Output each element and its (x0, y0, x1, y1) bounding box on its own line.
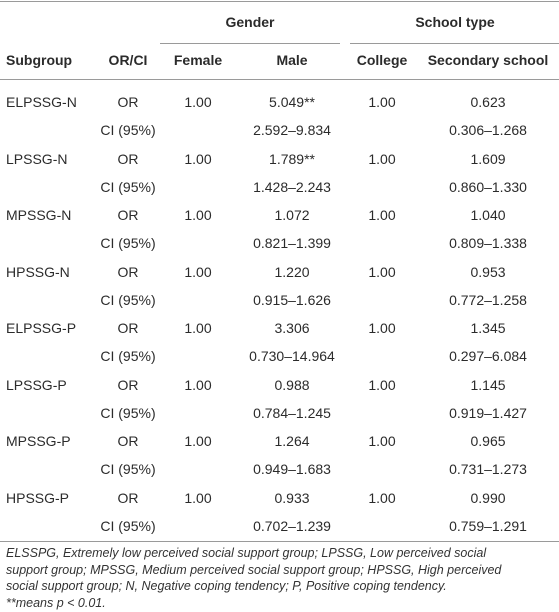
cell: 0.860–1.330 (449, 178, 527, 195)
cell: OR (117, 94, 139, 110)
cell: 0.702–1.239 (253, 517, 331, 534)
column-header: Subgroup (6, 52, 73, 68)
cell: 0.933 (274, 489, 310, 506)
column-header: College (356, 52, 408, 68)
cell: 1.00 (368, 207, 396, 223)
cell: 1.789** (269, 150, 315, 167)
cell: 2.592–9.834 (253, 122, 331, 139)
cell: CI (95%) (100, 461, 156, 478)
cell: 0.990 (470, 489, 506, 506)
cell: 1.00 (368, 433, 396, 449)
cell: 0.809–1.338 (449, 235, 527, 252)
rule (0, 541, 559, 542)
cell: CI (95%) (100, 235, 156, 252)
subgroup: LPSSG-N (6, 150, 68, 167)
footnote: **means p < 0.01. (6, 595, 106, 610)
group-header: School type (415, 14, 495, 30)
rule (0, 1, 559, 2)
cell: OR (117, 207, 139, 223)
cell: 0.306–1.268 (449, 122, 527, 139)
cell: CI (95%) (100, 122, 156, 139)
cell: OR (117, 150, 139, 167)
cell: OR (117, 376, 139, 393)
cell: 0.953 (470, 263, 506, 280)
cell: OR (117, 489, 139, 506)
cell: OR (117, 433, 139, 449)
cell: 1.00 (368, 150, 396, 167)
cell: 0.919–1.427 (449, 404, 527, 421)
cell: 0.784–1.245 (253, 404, 331, 421)
footnote: ELSSPG, Extremely low perceived social s… (6, 546, 487, 560)
cell: CI (95%) (100, 348, 156, 365)
column-header: Female (173, 52, 223, 68)
cell: 1.00 (368, 263, 396, 280)
cell: 1.00 (184, 433, 212, 449)
cell: CI (95%) (100, 178, 156, 195)
cell: 0.731–1.273 (449, 461, 527, 478)
cell: CI (95%) (100, 404, 156, 421)
cell: 0.297–6.084 (449, 348, 527, 365)
footnote: social support group; N, Negative coping… (6, 579, 447, 593)
cell: 1.609 (470, 150, 506, 167)
cell: 0.965 (470, 433, 506, 449)
cell: OR (117, 320, 139, 336)
subgroup: HPSSG-N (6, 263, 70, 280)
footnote: support group; MPSSG, Medium perceived s… (6, 562, 502, 577)
cell: 0.821–1.399 (253, 235, 331, 252)
cell: 0.623 (470, 94, 506, 110)
cell: 1.00 (184, 489, 212, 506)
rule (160, 43, 340, 44)
cell: 3.306 (274, 320, 310, 336)
cell: 1.00 (184, 376, 212, 393)
cell: 1.00 (368, 94, 396, 110)
column-header: Secondary school (427, 52, 549, 68)
cell: 1.00 (184, 263, 212, 280)
cell: 1.428–2.243 (253, 178, 331, 195)
subgroup: ELPSSG-N (6, 94, 77, 110)
rule (350, 43, 559, 44)
cell: 1.00 (184, 94, 212, 110)
cell: 1.00 (184, 207, 212, 223)
cell: 1.220 (274, 263, 310, 280)
cell: 1.072 (274, 207, 310, 223)
cell: 0.730–14.964 (249, 348, 335, 365)
rule (0, 79, 559, 80)
cell: 0.949–1.683 (253, 461, 331, 478)
cell: 1.00 (184, 150, 212, 167)
cell: 1.00 (184, 320, 212, 336)
subgroup: MPSSG-P (6, 433, 71, 449)
cell: 1.145 (470, 376, 506, 393)
group-header: Gender (225, 14, 275, 30)
cell: 1.00 (368, 376, 396, 393)
column-header: Male (276, 52, 308, 68)
cell: 1.00 (368, 489, 396, 506)
cell: 1.264 (274, 433, 310, 449)
cell: 5.049** (269, 94, 315, 110)
cell: 0.759–1.291 (449, 517, 527, 534)
cell: CI (95%) (100, 517, 156, 534)
subgroup: HPSSG-P (6, 489, 70, 506)
cell: CI (95%) (100, 291, 156, 308)
cell: 0.915–1.626 (253, 291, 331, 308)
subgroup: MPSSG-N (6, 207, 72, 223)
subgroup: LPSSG-P (6, 376, 67, 393)
cell: OR (117, 263, 139, 280)
subgroup: ELPSSG-P (6, 320, 77, 336)
cell: 1.345 (470, 320, 506, 336)
cell: 1.040 (470, 207, 506, 223)
cell: 0.772–1.258 (449, 291, 527, 308)
column-header: OR/CI (108, 52, 148, 68)
cell: 0.988 (274, 376, 310, 393)
cell: 1.00 (368, 320, 396, 336)
